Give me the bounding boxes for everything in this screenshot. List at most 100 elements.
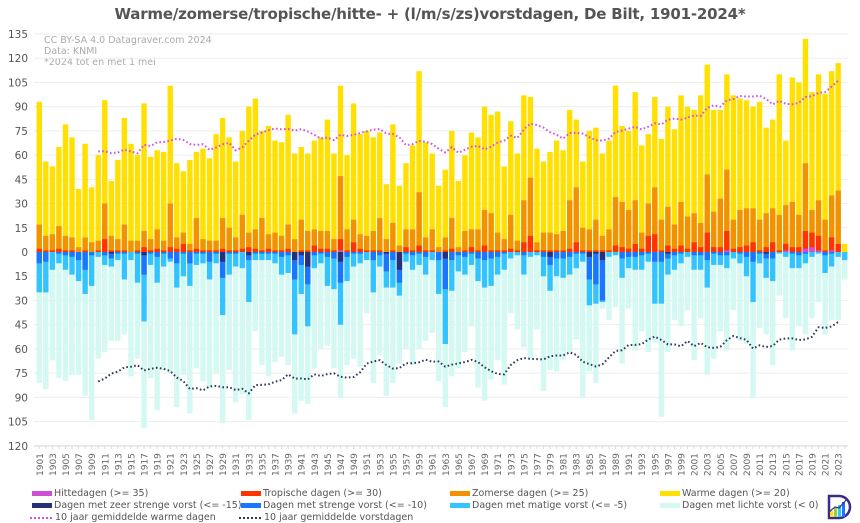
bar — [239, 252, 245, 269]
bar — [436, 185, 442, 252]
bar — [422, 252, 429, 257]
bar — [285, 252, 291, 256]
x-tick-label: 2023 — [835, 453, 845, 476]
bar — [422, 252, 429, 275]
legend-item-licht[interactable]: Dagen met lichte vorst (< 0) — [660, 500, 818, 511]
bar — [566, 252, 573, 353]
bar — [527, 96, 534, 253]
bar — [796, 214, 802, 252]
legend-item-zeer-streng[interactable]: Dagen met zeer strenge vorst (<= -15) — [32, 500, 242, 511]
bar — [429, 153, 435, 252]
bar — [370, 252, 376, 383]
bar — [187, 250, 193, 252]
bar — [43, 250, 49, 252]
x-tick-label: 1997 — [664, 453, 674, 476]
bar — [743, 252, 750, 345]
bar — [49, 252, 56, 270]
bar — [75, 252, 82, 375]
bar — [337, 252, 344, 325]
bar — [802, 163, 809, 252]
bar — [769, 242, 776, 252]
bar — [115, 239, 121, 252]
bar — [547, 252, 553, 370]
legend-label: Tropische dagen (>= 30) — [263, 488, 382, 499]
x-tick-label: 1989 — [612, 453, 622, 476]
bar — [226, 227, 232, 252]
x-tick-label: 1947 — [337, 453, 347, 476]
bar — [809, 232, 815, 252]
bar — [75, 252, 82, 261]
bar — [147, 239, 154, 252]
bar — [219, 252, 226, 315]
bar — [298, 252, 304, 265]
bar — [455, 252, 462, 272]
bar — [226, 252, 232, 370]
bar — [652, 234, 658, 252]
bar — [756, 252, 763, 264]
legend-item-matig[interactable]: Dagen met matige vorst (<= -5) — [450, 500, 627, 511]
bar — [265, 252, 272, 261]
bar — [259, 252, 265, 254]
bar — [200, 250, 206, 252]
bar — [809, 210, 815, 252]
legend-item-zomers[interactable]: Zomerse dagen (>= 25) — [450, 488, 588, 499]
legend-item-streng[interactable]: Dagen met strenge vorst (<= -10) — [241, 500, 427, 511]
bar — [108, 252, 115, 341]
bar — [501, 252, 507, 254]
bar — [259, 130, 265, 252]
bar — [128, 240, 134, 252]
bar — [619, 252, 625, 259]
bar — [501, 252, 507, 270]
bar — [566, 252, 573, 275]
bar — [219, 252, 226, 262]
bar — [828, 237, 835, 252]
bar — [416, 192, 422, 252]
bar — [285, 114, 291, 252]
bar — [553, 234, 560, 252]
bar — [305, 252, 311, 327]
bar — [239, 248, 245, 252]
bar — [697, 252, 704, 256]
legend-item-ma-vorst[interactable]: 10 jaar gemiddelde vorstdagen — [239, 512, 413, 523]
legend-item-warm[interactable]: Warme dagen (>= 20) — [660, 488, 790, 499]
bar — [141, 252, 147, 256]
bar — [645, 134, 651, 252]
bar — [632, 243, 638, 252]
x-tick-label: 2013 — [769, 453, 779, 476]
bar — [442, 250, 448, 252]
bar — [108, 252, 115, 267]
bar — [514, 252, 521, 256]
bar — [671, 252, 678, 320]
bar — [488, 252, 494, 380]
bar — [436, 252, 442, 261]
x-tick-label: 1977 — [533, 453, 543, 476]
bar — [436, 252, 442, 294]
x-tick-label: 1969 — [481, 453, 491, 476]
bar — [462, 252, 468, 275]
bar — [468, 252, 475, 254]
bar — [442, 252, 448, 259]
bar — [468, 229, 475, 252]
x-tick-label: 1941 — [298, 453, 308, 476]
bar — [652, 187, 658, 252]
bar — [599, 252, 606, 301]
bar — [115, 252, 121, 254]
bar — [783, 252, 789, 257]
legend-item-tropisch[interactable]: Tropische dagen (>= 30) — [241, 488, 382, 499]
bar — [580, 161, 586, 252]
legend-item-hitte[interactable]: Hittedagen (>= 35) — [32, 488, 148, 499]
bar — [180, 243, 187, 252]
bar — [363, 130, 370, 252]
bar — [141, 103, 147, 252]
x-tick-label: 1931 — [232, 453, 242, 476]
bar — [331, 252, 337, 290]
legend-item-ma-warm[interactable]: 10 jaar gemiddelde warme dagen — [30, 512, 216, 523]
bar — [62, 124, 69, 252]
bar — [527, 252, 534, 257]
legend-swatch — [32, 491, 52, 496]
bar — [560, 252, 566, 259]
bar — [318, 137, 324, 252]
legend-swatch — [239, 516, 261, 519]
bar — [147, 252, 154, 378]
bar — [776, 214, 782, 252]
